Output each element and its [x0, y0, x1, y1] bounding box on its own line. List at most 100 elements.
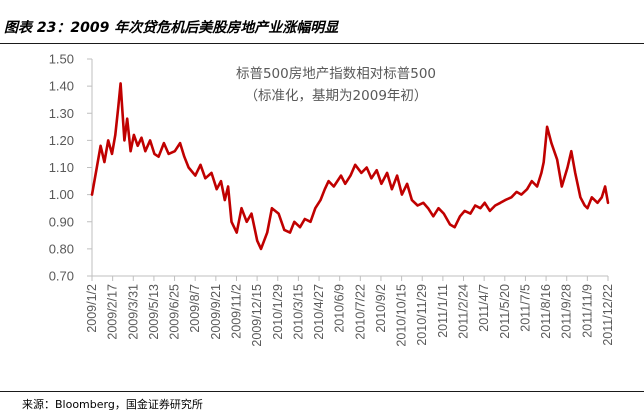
y-tick-label: 1.00 — [49, 187, 74, 202]
data-point — [199, 163, 202, 166]
data-point — [240, 207, 243, 210]
data-point — [194, 174, 197, 177]
data-point — [91, 193, 93, 196]
data-point — [163, 142, 165, 145]
data-point — [459, 215, 461, 218]
y-tick-label: 1.30 — [49, 106, 74, 121]
data-point — [289, 231, 291, 234]
x-tick-label: 2010/1/29 — [271, 284, 285, 340]
data-point — [121, 104, 123, 106]
data-point — [574, 172, 577, 174]
data-point — [536, 185, 538, 188]
data-point — [123, 139, 126, 142]
data-point — [360, 172, 363, 174]
x-tick-label: 2009/3/31 — [126, 284, 140, 340]
x-tick-label: 2009/9/21 — [209, 284, 223, 340]
x-tick-label: 2009/1/2 — [85, 284, 99, 333]
y-tick-label: 1.50 — [49, 52, 74, 67]
data-point — [411, 199, 413, 202]
data-point — [520, 193, 523, 196]
data-point — [210, 172, 213, 174]
data-point — [479, 207, 482, 210]
data-point — [303, 218, 306, 220]
data-point — [149, 139, 152, 142]
data-point — [136, 144, 139, 147]
data-point — [157, 155, 160, 158]
data-point — [277, 212, 280, 215]
data-point — [546, 125, 548, 128]
x-tick-label: 2010/7/22 — [353, 284, 367, 340]
data-point — [422, 201, 425, 204]
data-point — [140, 136, 143, 139]
series-line-0 — [90, 82, 610, 251]
data-point — [579, 196, 582, 199]
data-point — [327, 180, 330, 183]
title-divider — [0, 43, 644, 44]
x-tick-label: 2009/12/15 — [250, 284, 264, 347]
data-point — [95, 166, 98, 169]
x-tick-label: 2011/12/22 — [601, 284, 615, 346]
data-point — [590, 196, 593, 199]
data-point — [604, 185, 606, 188]
annotation-line-2: （标准化，基期为2009年初） — [245, 87, 428, 104]
data-point — [230, 220, 233, 223]
data-point — [187, 166, 190, 169]
annotation-line-1: 标普500房地产指数相对标普500 — [236, 66, 436, 82]
figure-header: 图表 23：2009 年次贷危机后美股房地产业涨幅明显 — [0, 0, 644, 44]
data-point — [560, 185, 563, 188]
data-point — [144, 150, 147, 153]
x-tick-label: 2011/8/16 — [539, 284, 553, 339]
data-point — [494, 204, 497, 207]
data-point — [542, 161, 545, 164]
data-point — [153, 153, 156, 155]
data-point — [173, 150, 176, 153]
x-tick-label: 2011/4/7 — [477, 284, 491, 332]
data-point — [391, 188, 393, 191]
data-point — [107, 139, 110, 142]
data-point — [556, 158, 558, 161]
data-point — [483, 201, 486, 204]
data-point — [344, 182, 347, 185]
data-point — [566, 166, 569, 169]
data-point — [380, 182, 383, 185]
x-tick-label: 2009/5/13 — [147, 284, 161, 340]
data-point — [515, 191, 518, 193]
data-point — [453, 226, 456, 229]
data-point — [126, 117, 129, 120]
data-point — [204, 177, 207, 180]
y-tick-label: 1.40 — [49, 79, 74, 94]
data-point — [293, 220, 296, 223]
data-point — [386, 172, 388, 174]
data-point — [119, 82, 122, 85]
x-tick-label: 2009/11/2 — [229, 284, 243, 339]
data-point — [332, 185, 335, 188]
y-tick-label: 1.10 — [49, 160, 74, 175]
data-point — [375, 169, 378, 172]
data-point — [167, 153, 170, 155]
data-point — [586, 207, 589, 210]
data-point — [596, 201, 599, 204]
data-point — [499, 201, 502, 204]
data-point — [401, 193, 403, 196]
data-point — [354, 163, 357, 166]
data-point — [510, 196, 513, 199]
data-point — [583, 204, 586, 207]
x-tick-label: 2011/11/9 — [580, 284, 594, 338]
data-point — [349, 174, 352, 177]
x-tick-label: 2011/2/24 — [457, 284, 471, 339]
data-point — [299, 226, 301, 229]
data-point — [245, 220, 248, 223]
x-axis: 2009/1/2 2009/2/17 2009/3/31 2009/5/13 2009/… — [85, 275, 615, 347]
x-tick-label: 2010/11/29 — [415, 284, 429, 346]
data-point — [442, 212, 445, 215]
data-point — [103, 161, 106, 164]
data-point — [183, 155, 186, 158]
data-point — [396, 174, 398, 177]
x-tick-label: 2010/6/9 — [333, 284, 347, 333]
data-point — [504, 199, 507, 202]
source-divider — [0, 391, 644, 392]
data-point — [266, 231, 269, 234]
data-point — [99, 144, 102, 147]
line-chart: 0.70 0.80 0.90 1.00 1.10 1.20 1.30 1.40 1.50 200… — [49, 52, 615, 347]
data-point — [314, 207, 317, 210]
